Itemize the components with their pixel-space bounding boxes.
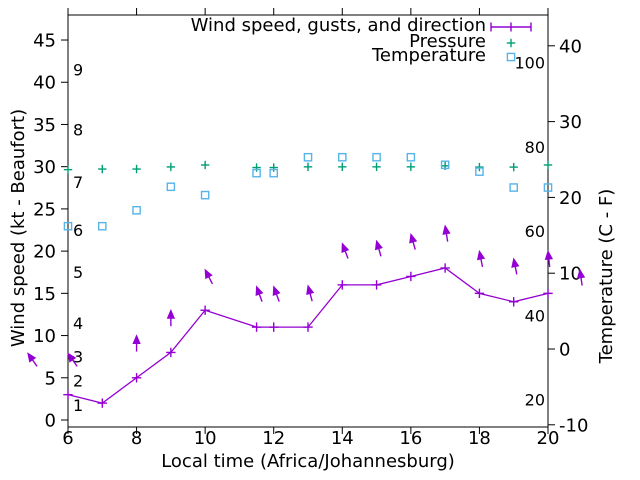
fahrenheit-scale-label: 100 [514,54,545,73]
y-axis-tick-label: 35 [33,115,56,136]
y-axis-tick-label: 5 [45,368,56,389]
temperature-point [269,168,279,178]
x-axis-tick-label: 6 [62,428,73,449]
y2-axis-tick-label: -10 [559,415,588,436]
temperature-point [543,183,553,192]
wind-direction-arrow-head [27,352,37,363]
y2-axis-tick-label: 10 [559,264,582,285]
y-axis-tick-label: 10 [33,326,56,347]
x-axis-tick-label: 18 [468,428,491,449]
temperature-point [166,182,176,192]
wind-direction-arrow-head [576,268,586,279]
beaufort-scale-label: 6 [73,221,83,240]
temperature-point [63,221,73,231]
wind-direction-arrow-head [67,352,77,363]
wind-direction-arrow-head [544,249,554,261]
legend-sample-temperature-marker [506,52,516,62]
y-axis-tick-label: 25 [33,199,56,220]
temperature-point [132,205,141,215]
y2-axis-tick-label: 0 [559,340,570,361]
temperature-point [97,221,107,231]
x-axis-tick-label: 8 [131,428,142,449]
temperature-point [440,160,450,170]
fahrenheit-scale-label: 80 [525,138,545,157]
y-axis-tick-label: 20 [33,242,56,263]
temperature-point [200,190,210,200]
wind-direction-arrow-head [132,334,141,345]
legend: Wind speed, gusts, and direction Pressur… [191,15,532,66]
y-axis-tick-label: 0 [45,411,56,432]
wind-direction-arrow-head [306,284,315,296]
legend-samples [490,22,532,62]
fahrenheit-scale-label: 60 [525,222,545,241]
beaufort-scale-label: 3 [73,348,83,367]
temperature-point [509,183,519,192]
wind-direction-arrow-head [409,233,418,244]
x-axis-tick-label: 14 [331,428,354,449]
wind-direction-arrow-head [442,224,451,235]
y-axis-tick-label: 45 [33,31,56,52]
temperature-point [337,152,347,162]
wind-direction-arrow-head [272,285,281,296]
y2-axis-tick-label: 30 [559,112,582,133]
fahrenheit-scale-label: 20 [525,391,545,410]
beaufort-scale-label: 4 [73,314,83,333]
plot-border [67,14,549,428]
temperature-point [303,152,313,162]
beaufort-scale-label: 8 [73,121,83,140]
beaufort-scale-label: 7 [73,173,83,192]
wind-direction-arrow-head [374,239,383,251]
legend-label-temperature: Temperature [371,45,486,66]
x-axis-tick-label: 12 [262,428,285,449]
wind-direction-arrow-head [166,308,176,319]
y2-axis-tick-label: 40 [559,36,582,57]
wind-direction-arrow-head [341,242,350,253]
legend-label-pressure: Pressure [409,31,486,52]
y-axis-tick-label: 15 [33,284,56,305]
wind-direction-arrow-head [204,268,213,280]
x-axis-tick-label: 16 [399,428,422,449]
y2-axis-tick-label: 20 [559,188,582,209]
temperature-point [372,152,381,162]
beaufort-scale-label: 1 [73,396,83,415]
y-axis-tick-label: 30 [33,157,56,178]
beaufort-scale-label: 9 [73,61,83,80]
wind-direction-arrow-head [511,257,520,268]
temperature-point [252,168,261,178]
wind-direction-arrow-head [255,285,264,296]
chart-plot-area: 6 8 10 12 14 16 18 2005101520253035404512345678… [27,8,588,449]
y-axis-title-left: Wind speed (kt - Beaufort) [8,109,29,347]
temperature-point [475,167,484,176]
temperature-point [406,152,416,162]
x-axis-title: Local time (Africa/Johannesburg) [161,451,455,472]
x-axis-tick-label: 20 [537,428,560,449]
beaufort-scale-label: 5 [73,263,83,282]
y-axis-title-right: Temperature (C - F) [596,189,617,365]
beaufort-scale-label: 2 [73,371,83,390]
wind-direction-arrow-head [476,249,486,261]
legend-label-wind: Wind speed, gusts, and direction [191,15,486,36]
x-axis-tick-label: 10 [194,428,217,449]
y-axis-tick-label: 40 [33,73,56,94]
fahrenheit-scale-label: 40 [525,306,545,325]
